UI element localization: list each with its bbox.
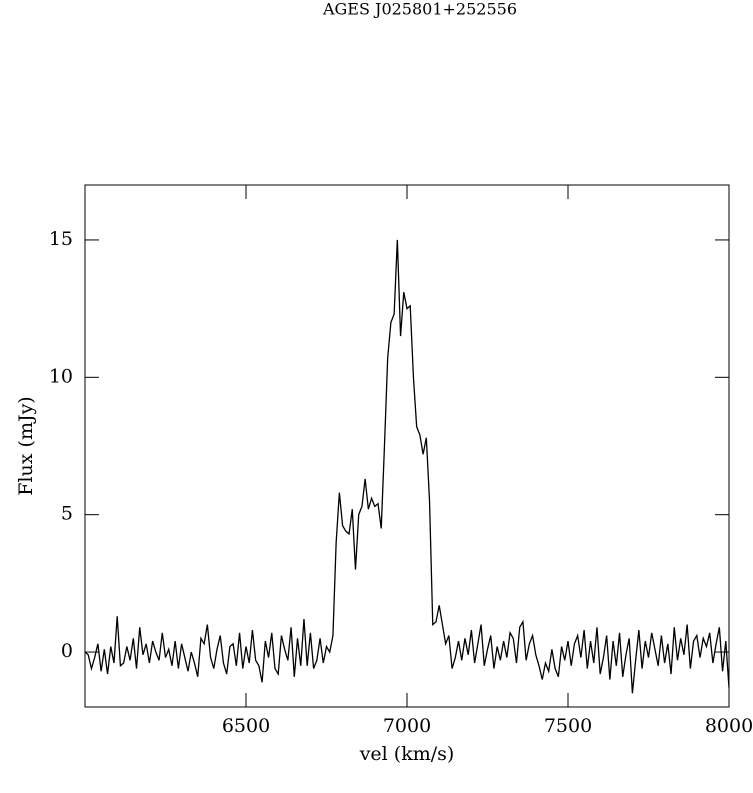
x-tick-label: 8000	[705, 715, 753, 737]
x-tick-label: 7000	[383, 715, 431, 737]
y-tick-label: 15	[49, 228, 73, 250]
spectrum-line	[84, 239, 730, 694]
y-tick-label: 5	[61, 503, 73, 525]
chart-title: AGES J025801+252556	[322, 0, 517, 19]
x-axis-label: vel (km/s)	[359, 743, 455, 765]
y-tick-label: 0	[61, 640, 73, 662]
plot-frame	[84, 184, 730, 708]
y-axis-label: Flux (mJy)	[15, 396, 37, 495]
x-tick-label: 6500	[222, 715, 270, 737]
x-tick-label: 7500	[544, 715, 592, 737]
y-tick-label: 10	[49, 365, 73, 387]
